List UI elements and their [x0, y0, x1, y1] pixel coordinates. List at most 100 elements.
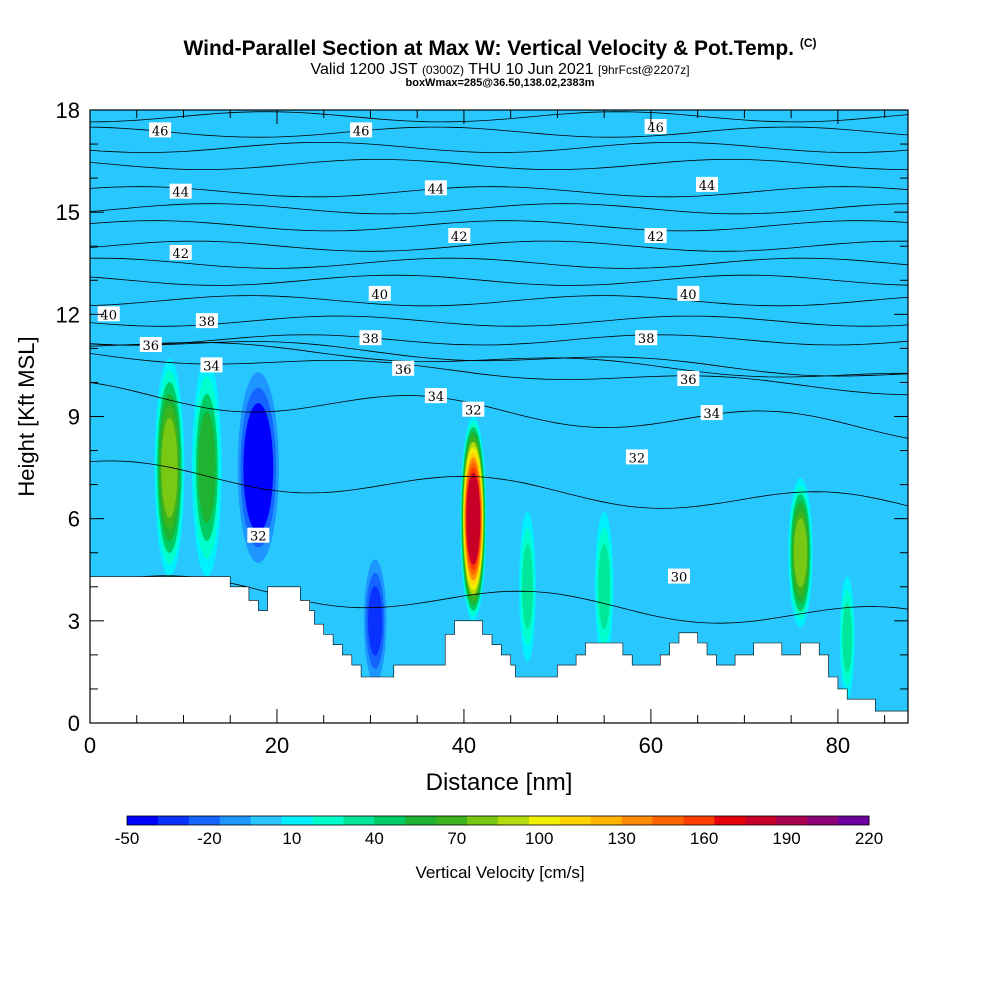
theta-label-text: 42: [451, 230, 468, 245]
vv-cell-level: [842, 603, 852, 673]
colorbar-swatch: [590, 816, 623, 825]
theta-contour-line: [90, 126, 908, 138]
theta-contour-line: [90, 382, 908, 439]
theta-label-text: 46: [353, 124, 370, 139]
chart-subtitle-box-wmax: boxWmax=285@36.50,138.02,2383m: [405, 77, 595, 89]
theta-label-text: 40: [372, 288, 389, 303]
theta-label-text: 36: [680, 373, 697, 388]
colorbar-swatch: [528, 816, 561, 825]
colorbar-tick-label: -20: [197, 829, 222, 848]
chart-title-text: Wind-Parallel Section at Max W: Vertical…: [183, 37, 794, 60]
theta-label-32: 32: [462, 401, 485, 419]
theta-label-text: 34: [703, 407, 720, 422]
theta-label-box: [635, 330, 658, 346]
colorbar-swatch: [838, 816, 870, 825]
colorbar-border: [126, 815, 870, 826]
vv-cell-level: [793, 518, 808, 588]
theta-label-38: 38: [195, 313, 218, 330]
subtitle-forecast: [9hrFcst@2207z]: [597, 63, 690, 77]
theta-label-text: 38: [199, 315, 216, 330]
theta-label-32: 32: [625, 449, 648, 466]
theta-label-34: 34: [424, 388, 447, 405]
vv-cell-level: [198, 411, 216, 524]
x-tick-label: 40: [452, 733, 476, 758]
theta-label-box: [139, 337, 162, 352]
vv-cell-1: [191, 358, 222, 577]
colorbar-swatch: [776, 816, 808, 825]
theta-label-box: [424, 180, 447, 196]
theta-label-box: [359, 330, 382, 346]
x-axis-label: Distance [nm]: [426, 769, 573, 796]
theta-contours: [90, 111, 908, 624]
vv-cell-4: [460, 416, 487, 621]
colorbar-tick-label: 100: [525, 829, 553, 848]
theta-label-text: 30: [671, 571, 688, 586]
vv-cell-level: [598, 544, 611, 630]
theta-label-box: [169, 245, 192, 260]
theta-label-38: 38: [635, 330, 658, 347]
colorbar-tick-label: 220: [855, 829, 883, 848]
colorbar-tick-label: 40: [365, 829, 384, 848]
theta-label-44: 44: [424, 180, 447, 197]
theta-label-46: 46: [644, 119, 667, 136]
theta-label-box: [625, 449, 648, 465]
theta-label-text: 36: [143, 339, 160, 354]
colorbar-swatch: [652, 816, 684, 825]
theta-label-36: 36: [677, 371, 700, 388]
chart-title-mark: (C): [799, 36, 817, 50]
x-tick-label: 80: [826, 733, 850, 758]
theta-label-text: 42: [172, 247, 189, 262]
theta-contour-line: [90, 220, 908, 232]
colorbar-tick-label: -50: [115, 829, 140, 848]
x-tick-label: 20: [265, 733, 289, 758]
colorbar-swatch: [467, 816, 499, 825]
colorbar-swatch: [745, 816, 777, 825]
theta-label-text: 42: [647, 230, 664, 245]
theta-contour-labels: 46 46 46 44 44 44 42 42 42 40 40 40 38 38 38 36 36 36 34 34…: [97, 119, 723, 586]
theta-contour-line: [90, 186, 908, 198]
theta-label-box: [448, 228, 471, 243]
vv-cell-5: [519, 511, 536, 662]
subtitle-date: THU 10 Jun 2021: [468, 61, 594, 78]
x-tick-label: 60: [639, 733, 663, 758]
theta-contour-line: [90, 141, 908, 154]
theta-label-box: [392, 360, 415, 376]
theta-label-box: [368, 285, 391, 301]
theta-label-box: [462, 401, 485, 417]
theta-label-34: 34: [700, 405, 723, 422]
theta-label-text: 38: [362, 332, 379, 347]
y-tick-label: 0: [68, 711, 80, 736]
colorbar-tick-label: 160: [690, 829, 718, 848]
colorbar-swatch: [343, 816, 375, 825]
theta-contour-line: [90, 341, 908, 377]
theta-label-box: [350, 122, 373, 138]
theta-label-text: 46: [647, 121, 664, 136]
colorbar-swatch: [219, 816, 252, 825]
theta-label-box: [668, 568, 690, 584]
theta-label-text: 44: [172, 186, 189, 201]
theta-contour-line: [90, 353, 908, 396]
y-axis-label: Height [Kft MSL]: [14, 336, 39, 496]
vv-cell-7: [788, 477, 813, 628]
theta-label-box: [677, 285, 700, 301]
theta-label-box: [644, 119, 667, 134]
subtitle-valid: Valid 1200 JST: [310, 61, 418, 78]
theta-label-box: [700, 405, 723, 421]
theta-label-40: 40: [368, 285, 391, 303]
theta-label-text: 38: [638, 332, 655, 347]
colorbar-swatch: [807, 816, 839, 825]
theta-label-box: [97, 306, 120, 322]
theta-label-34: 34: [200, 357, 223, 374]
theta-label-38: 38: [359, 330, 382, 347]
colorbar-swatch: [374, 816, 406, 825]
colorbar-tick-label: 10: [282, 829, 301, 848]
colorbar-swatch: [188, 816, 221, 825]
colorbar-swatch: [281, 816, 313, 825]
theta-label-text: 36: [395, 363, 412, 378]
theta-label-box: [247, 527, 270, 543]
theta-label-box: [424, 388, 447, 404]
theta-contour-line: [90, 295, 908, 307]
x-tick-label: 0: [84, 733, 96, 758]
vv-cell-6: [594, 511, 614, 662]
